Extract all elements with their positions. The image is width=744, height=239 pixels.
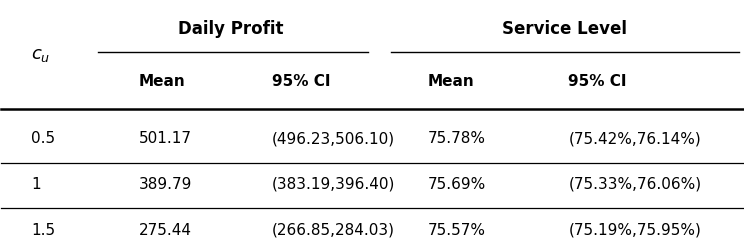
Text: $c_u$: $c_u$ (31, 46, 51, 64)
Text: (496.23,506.10): (496.23,506.10) (272, 131, 395, 146)
Text: (75.33%,76.06%): (75.33%,76.06%) (568, 177, 702, 192)
Text: 75.57%: 75.57% (428, 223, 486, 238)
Text: 275.44: 275.44 (138, 223, 191, 238)
Text: 0.5: 0.5 (31, 131, 55, 146)
Text: Service Level: Service Level (502, 20, 627, 38)
Text: Daily Profit: Daily Profit (179, 20, 284, 38)
Text: 501.17: 501.17 (138, 131, 191, 146)
Text: Mean: Mean (428, 74, 475, 89)
Text: 95% CI: 95% CI (272, 74, 330, 89)
Text: 1.5: 1.5 (31, 223, 55, 238)
Text: 1: 1 (31, 177, 41, 192)
Text: (266.85,284.03): (266.85,284.03) (272, 223, 395, 238)
Text: (75.19%,75.95%): (75.19%,75.95%) (568, 223, 702, 238)
Text: (383.19,396.40): (383.19,396.40) (272, 177, 395, 192)
Text: 389.79: 389.79 (138, 177, 192, 192)
Text: 75.69%: 75.69% (428, 177, 486, 192)
Text: Mean: Mean (138, 74, 185, 89)
Text: 75.78%: 75.78% (428, 131, 486, 146)
Text: 95% CI: 95% CI (568, 74, 627, 89)
Text: (75.42%,76.14%): (75.42%,76.14%) (568, 131, 701, 146)
